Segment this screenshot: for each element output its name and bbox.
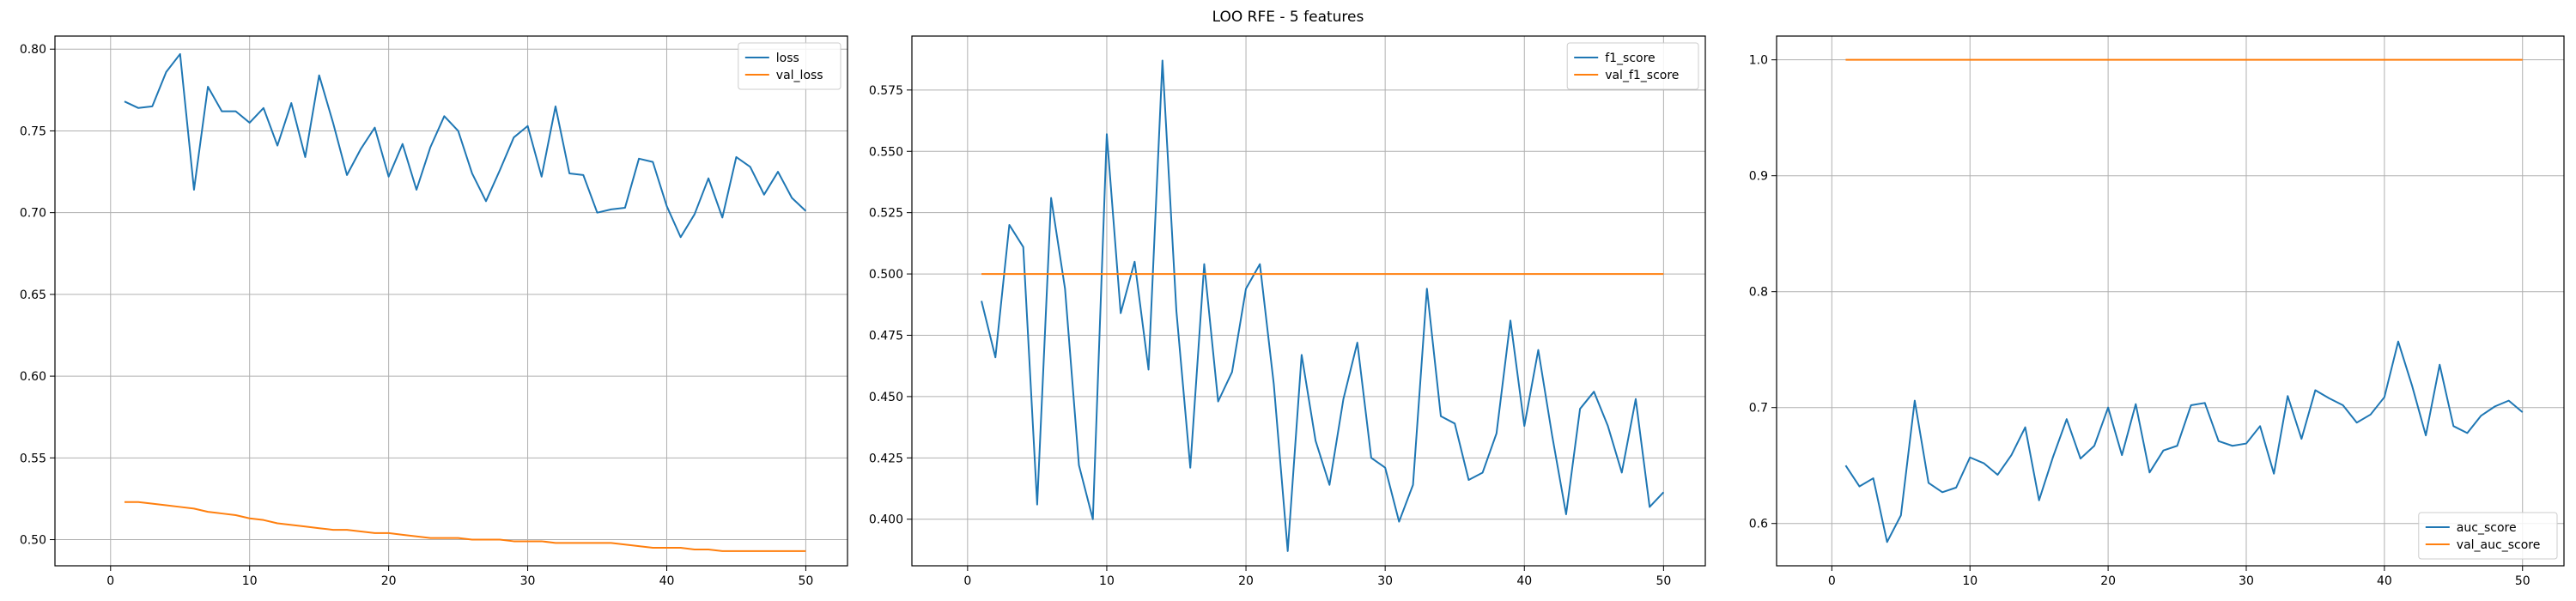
axes-frame (911, 35, 1706, 567)
figure-title: LOO RFE - 5 features (1212, 9, 1364, 26)
x-tick-label: 10 (1099, 574, 1115, 588)
y-tick-label: 0.575 (869, 84, 903, 98)
x-tick-label: 30 (1377, 574, 1393, 588)
x-tick-label: 50 (2515, 574, 2530, 588)
x-tick-label: 20 (1238, 574, 1254, 588)
axes-frame (54, 35, 848, 567)
legend-box (738, 42, 841, 90)
x-tick-label: 40 (1516, 574, 1532, 588)
legend-label: val_auc_score (2457, 538, 2541, 552)
y-tick-label: 0.500 (869, 268, 903, 282)
legend-box (2418, 512, 2558, 560)
legend-label: loss (776, 52, 799, 65)
x-tick-label: 10 (242, 574, 258, 588)
y-tick-label: 0.9 (1749, 170, 1768, 184)
y-tick-label: 0.475 (869, 329, 903, 343)
y-tick-label: 0.55 (20, 452, 46, 465)
x-tick-label: 30 (520, 574, 536, 588)
y-tick-label: 0.450 (869, 391, 903, 404)
y-tick-label: 0.60 (20, 370, 46, 384)
x-tick-label: 20 (381, 574, 397, 588)
legend-label: auc_score (2457, 521, 2517, 535)
y-tick-label: 0.8 (1749, 286, 1768, 300)
x-tick-label: 0 (1828, 574, 1836, 588)
y-tick-label: 0.550 (869, 145, 903, 159)
y-tick-label: 0.70 (20, 207, 46, 221)
y-tick-label: 0.75 (20, 124, 46, 138)
y-tick-label: 0.50 (20, 534, 46, 548)
chart-f1-score: 0 10 20 30 40 50 0.400 0.425 0.450 0.475 0.500 0.52… (869, 35, 1706, 588)
x-tick-label: 50 (1656, 574, 1671, 588)
x-tick-label: 20 (2100, 574, 2116, 588)
y-tick-label: 0.525 (869, 207, 903, 221)
y-tick-label: 0.400 (869, 513, 903, 527)
legend-label: val_f1_score (1605, 69, 1679, 82)
x-tick-label: 40 (2377, 574, 2392, 588)
x-tick-label: 30 (2239, 574, 2254, 588)
chart-loss: 0 10 20 30 40 50 0.50 0.55 0.60 0.65 0.70 0.75 0.80 l… (20, 35, 848, 588)
axes-frame (1776, 35, 2565, 567)
series-line-f1-score (981, 59, 1665, 552)
series-line-loss (124, 52, 807, 239)
x-tick-label: 40 (659, 574, 675, 588)
series-line-val-loss (124, 501, 806, 552)
y-tick-label: 0.425 (869, 452, 903, 465)
legend-label: f1_score (1605, 52, 1655, 65)
chart-auc-score: 0 10 20 30 40 50 0.6 0.7 0.8 0.9 1.0 auc_score val_a… (1749, 35, 2565, 588)
x-tick-label: 10 (1962, 574, 1978, 588)
x-tick-label: 0 (106, 574, 114, 588)
legend-box (1566, 42, 1699, 90)
y-tick-label: 0.6 (1749, 518, 1768, 531)
y-tick-label: 0.80 (20, 43, 46, 57)
y-tick-label: 0.7 (1749, 402, 1768, 416)
y-tick-label: 0.65 (20, 288, 46, 302)
legend-label: val_loss (776, 69, 823, 82)
y-tick-label: 1.0 (1749, 54, 1768, 68)
series-line-auc-score (1844, 340, 2524, 543)
x-tick-label: 50 (799, 574, 814, 588)
x-tick-label: 0 (963, 574, 971, 588)
